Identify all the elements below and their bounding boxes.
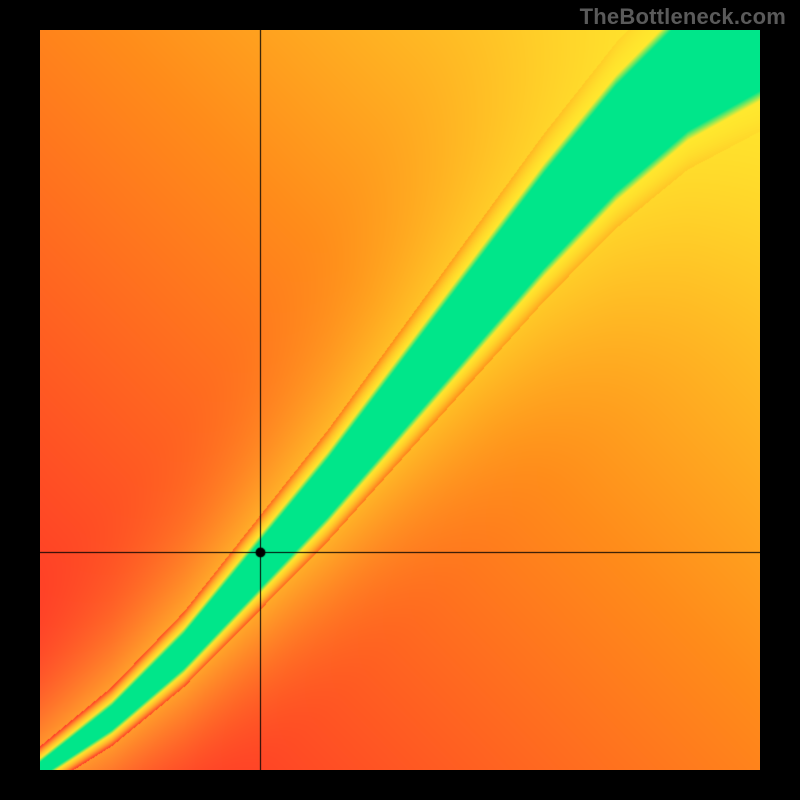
heatmap-canvas	[40, 30, 760, 770]
chart-stage: TheBottleneck.com	[0, 0, 800, 800]
heatmap-plot	[40, 30, 760, 770]
watermark-text: TheBottleneck.com	[580, 4, 786, 30]
